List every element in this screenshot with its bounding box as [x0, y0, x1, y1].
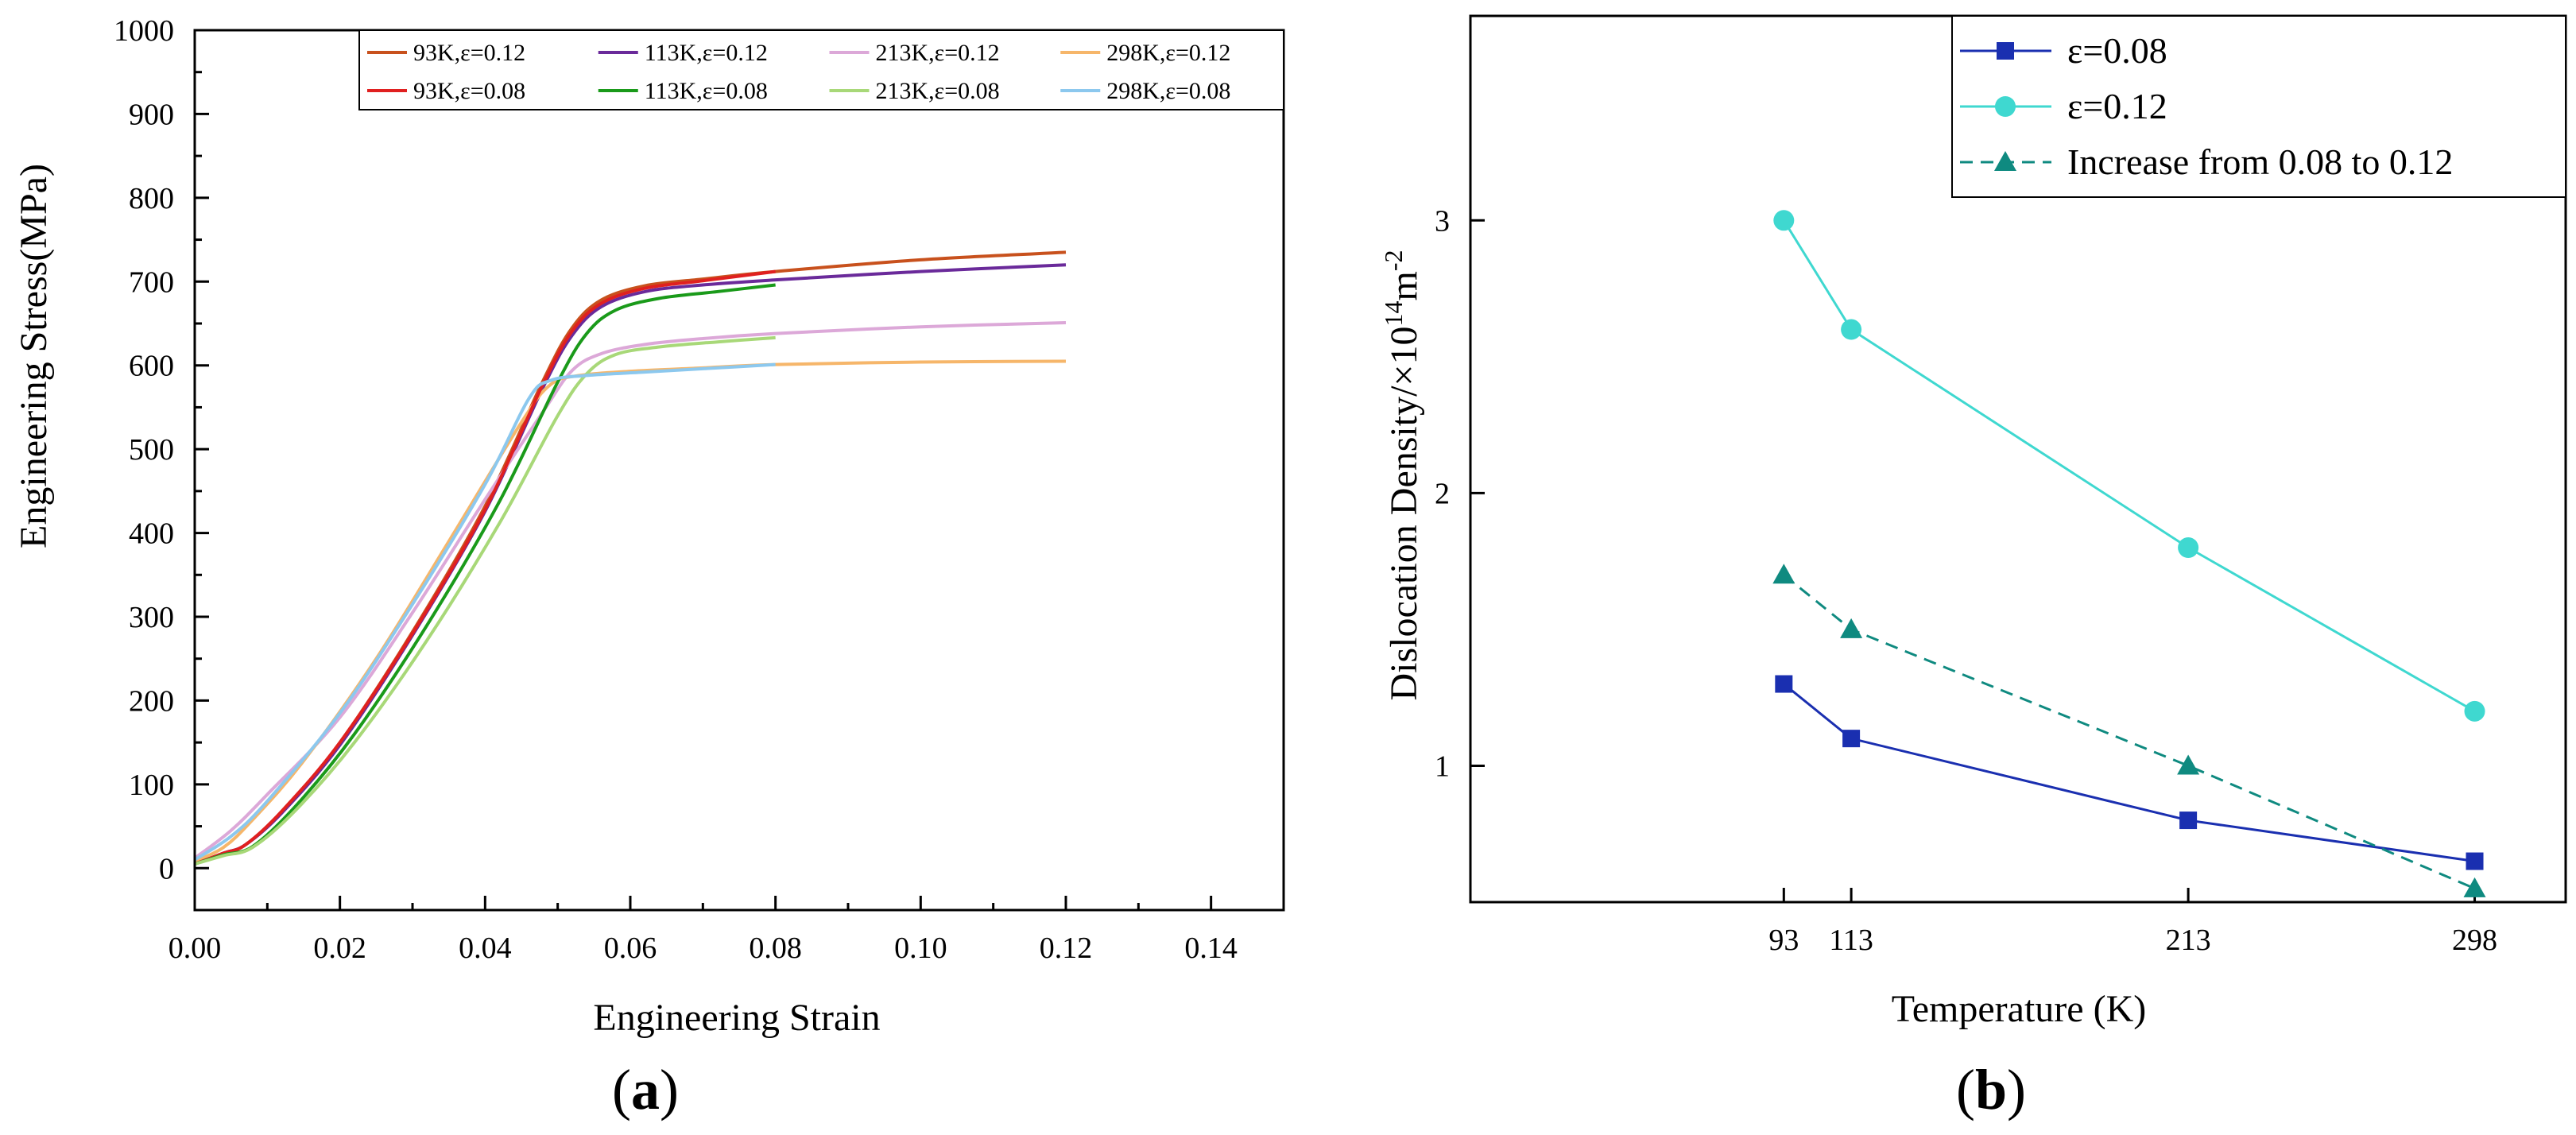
panel-b-marker-circle — [1841, 319, 1862, 340]
panel-b-series-line — [1783, 683, 2475, 863]
panel-b-legend-label: Increase from 0.08 to 0.12 — [2067, 141, 2453, 182]
panel-b-chart: 93 113 213 298 1 2 3 ε=0.08 ε=0.12 Increase from… — [1379, 14, 2567, 1121]
panel-b-series-line — [1783, 574, 2476, 890]
panel-a-legend-label: 298K,ε=0.08 — [1106, 78, 1230, 104]
panel-b-marker-circle — [2178, 537, 2199, 558]
panel-a-y-axis-title: Engineering Stress(MPa) — [13, 164, 55, 548]
panel-b-marker-circle — [1995, 96, 2016, 117]
panel-label-open: ( — [612, 1058, 631, 1121]
panel-a-legend-label: 298K,ε=0.12 — [1106, 40, 1230, 66]
panel-a-series-line — [194, 359, 1067, 863]
panel-b-marker-square — [1997, 42, 2014, 60]
panel-a-x-tick-label: 0.10 — [894, 932, 947, 965]
panel-label-letter: b — [1975, 1058, 2007, 1121]
panel-b-legend: ε=0.08 ε=0.12 Increase from 0.08 to 0.12 — [1951, 15, 2566, 198]
panel-a-y-tick-label: 500 — [129, 433, 174, 467]
panel-a-series-line — [194, 335, 776, 866]
panel-b-marker-triangle — [1994, 151, 2016, 171]
panel-a-label: (a) — [612, 1058, 679, 1121]
panel-a-series-line — [193, 362, 776, 862]
panel-label-open: ( — [1956, 1058, 1975, 1121]
panel-a-x-tick-label: 0.08 — [749, 932, 802, 965]
panel-b-marker-square — [2466, 852, 2484, 870]
panel-b-y-axis-title: Dislocation Density/×1014m-2 — [1379, 250, 1425, 700]
panel-a-legend-label: 213K,ε=0.08 — [876, 78, 1000, 104]
panel-a-legend-label: 93K,ε=0.08 — [413, 78, 525, 104]
panel-a-y-tick-label: 400 — [129, 517, 174, 551]
panel-a-series-line — [194, 283, 776, 866]
panel-b-y-tick-label: 1 — [1435, 750, 1450, 783]
panel-b-series — [1772, 210, 2486, 897]
panel-a-y-tick-label: 0 — [159, 852, 174, 885]
panel-a-legend-label: 113K,ε=0.08 — [645, 78, 768, 104]
panel-a-y-tick-label: 200 — [129, 684, 174, 718]
panel-a-legend-box — [358, 29, 1284, 110]
panel-b-y-axis-title-unit-exp: -2 — [1379, 250, 1408, 271]
panel-a-y-tick-label: 100 — [129, 769, 174, 802]
panel-b-marker-circle — [2464, 700, 2485, 722]
panel-a-y-tick-label: 800 — [129, 182, 174, 215]
panel-b-y-axis-title-unit: m — [1383, 271, 1425, 300]
panel-a-x-tick-label: 0.04 — [459, 932, 512, 965]
panel-b-y-axis-title-main: Dislocation Density/×10 — [1383, 326, 1425, 700]
panel-b-ticks: 93 113 213 298 1 2 3 — [1435, 204, 2497, 957]
panel-b-y-tick-label: 2 — [1435, 477, 1450, 510]
panel-b-x-tick-label: 213 — [2166, 924, 2211, 957]
panel-b-y-tick-label: 3 — [1435, 204, 1450, 238]
panel-b-x-axis-title: Temperature (K) — [1892, 988, 2146, 1030]
panel-b-marker-triangle — [1840, 618, 1863, 638]
panel-b-marker-triangle — [2463, 877, 2486, 897]
panel-b-marker-square — [2179, 812, 2198, 830]
panel-b-label: (b) — [1956, 1058, 2026, 1121]
panel-a-legend-label: 113K,ε=0.12 — [645, 40, 768, 66]
panel-a-x-tick-label: 0.12 — [1040, 932, 1093, 965]
panel-a-plot-frame — [193, 29, 1285, 912]
panel-b-legend-label: ε=0.08 — [2067, 30, 2167, 71]
panel-a-y-tick-label: 600 — [129, 350, 174, 383]
panel-a-legend-label: 93K,ε=0.12 — [413, 40, 525, 66]
panel-label-close: ) — [660, 1058, 679, 1121]
panel-a-y-tick-label: 900 — [129, 98, 174, 131]
panel-b-marker-square — [1842, 730, 1861, 748]
panel-a-x-tick-label: 0.06 — [604, 932, 657, 965]
panel-b-x-tick-label: 113 — [1829, 924, 1873, 957]
panel-b-x-tick-label: 298 — [2452, 924, 2497, 957]
panel-a-series-line — [194, 269, 776, 866]
panel-a-x-axis-title: Engineering Strain — [593, 997, 880, 1039]
panel-a-x-tick-label: 0.00 — [169, 932, 222, 965]
panel-b-legend-box — [1951, 15, 2566, 198]
panel-a-legend-label: 213K,ε=0.12 — [876, 40, 1000, 66]
panel-a-y-tick-label: 1000 — [114, 14, 174, 48]
panel-b-x-tick-label: 93 — [1768, 924, 1799, 957]
panel-b-marker-triangle — [1772, 564, 1795, 584]
panel-a-chart: 0.00 0.02 0.04 0.06 0.08 0.10 0.12 0.14 0 100 200 3… — [13, 14, 1285, 1121]
panel-b-legend-label: ε=0.12 — [2067, 86, 2167, 126]
panel-a-legend: 93K,ε=0.12 113K,ε=0.12 213K,ε=0.12 298K,ε=0… — [358, 29, 1284, 110]
panel-b-marker-circle — [1773, 210, 1795, 231]
panel-b-y-axis-title-exp: 14 — [1379, 300, 1408, 326]
panel-a-x-tick-label: 0.02 — [313, 932, 366, 965]
panel-b-marker-triangle — [2177, 754, 2200, 775]
panel-a-y-tick-label: 300 — [129, 601, 174, 634]
panel-label-letter: a — [631, 1058, 660, 1121]
panel-label-close: ) — [2007, 1058, 2026, 1121]
panel-a-ticks: 0.00 0.02 0.04 0.06 0.08 0.10 0.12 0.14 0 100 200 3… — [114, 14, 1238, 965]
panel-a-y-tick-label: 700 — [129, 265, 174, 299]
panel-a-series — [193, 250, 1067, 866]
panel-a-x-tick-label: 0.14 — [1184, 932, 1238, 965]
panel-b-marker-square — [1775, 675, 1793, 693]
panel-b-series-line — [1783, 219, 2476, 713]
